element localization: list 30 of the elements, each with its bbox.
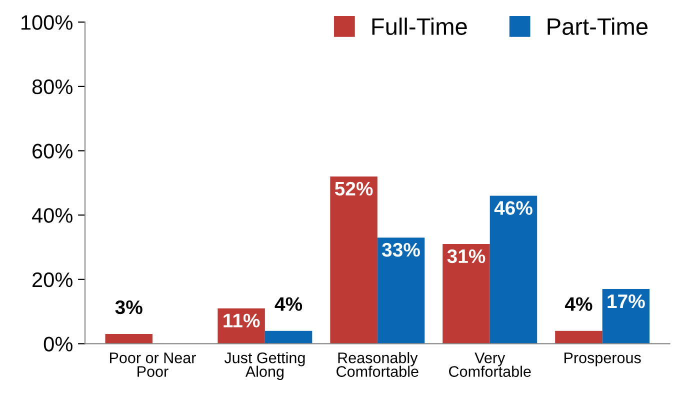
y-tick-label: 0%: [44, 336, 72, 352]
bar: [602, 289, 650, 344]
y-tick-label: 80%: [32, 79, 72, 94]
y-tick-label: 60%: [32, 144, 72, 159]
x-tick-label: Just Getting Along: [224, 352, 305, 380]
bar: [442, 244, 490, 344]
y-tick-label: 20%: [32, 272, 72, 288]
x-tick-label: Very Comfortable: [449, 352, 531, 377]
data-label: 4%: [274, 297, 302, 311]
bar: [330, 176, 378, 344]
x-tick-label: Poor or Near Poor: [110, 352, 196, 377]
data-label: 17%: [608, 294, 645, 308]
data-label: 33%: [382, 242, 420, 257]
data-label: 11%: [224, 314, 260, 328]
data-label: 4%: [564, 297, 592, 311]
data-label: 3%: [115, 300, 142, 314]
legend-label: Part-Time: [548, 18, 648, 35]
legend-label: Full-Time: [372, 18, 467, 35]
data-label: 31%: [447, 249, 486, 264]
x-tick-label: Reasonably Comfortable: [336, 352, 418, 377]
y-tick-label: 100%: [22, 15, 72, 30]
y-tick-label: 40%: [32, 208, 72, 223]
bar: [555, 330, 602, 344]
data-label: 46%: [494, 201, 532, 215]
bar: [105, 334, 152, 344]
bar: [490, 196, 538, 344]
bar: [377, 238, 425, 344]
data-label: 52%: [334, 182, 373, 196]
x-tick-label: Prosperous: [564, 352, 641, 366]
bar: [264, 330, 312, 344]
